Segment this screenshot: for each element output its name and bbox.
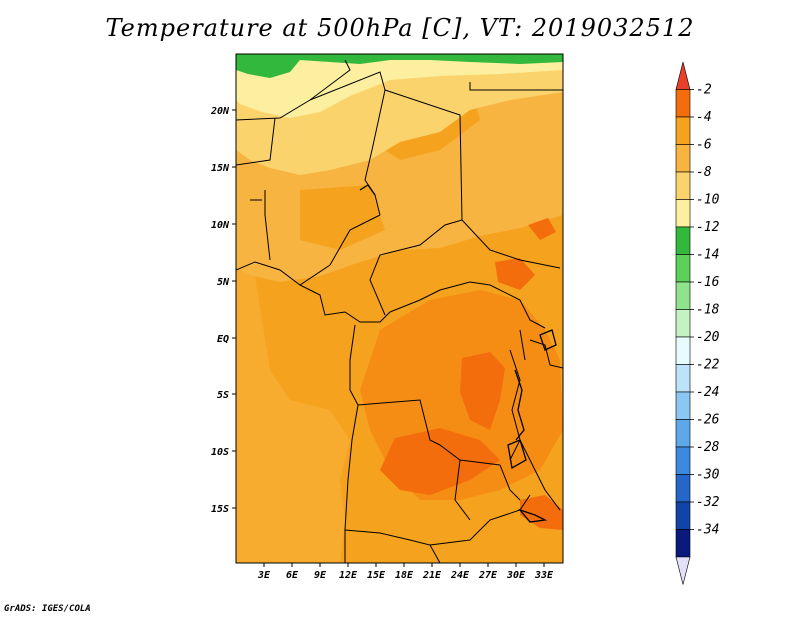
colorbar-label: -2 xyxy=(696,83,712,98)
grads-credit: GrADS: IGES/COLA xyxy=(4,604,91,614)
colorbar-swatch xyxy=(675,364,691,393)
colorbar-label: -30 xyxy=(696,468,720,483)
colorbar-label: -16 xyxy=(696,275,720,290)
lon-label: 3E xyxy=(257,570,271,581)
colorbar-label: -32 xyxy=(696,495,720,510)
field-hotspot-5 xyxy=(528,218,556,240)
field-band-minus12 xyxy=(236,54,563,118)
colorbar-label: -10 xyxy=(696,193,720,208)
lon-label: 12E xyxy=(339,570,358,581)
field-patch-minus6-b xyxy=(300,185,385,250)
lon-label: 27E xyxy=(478,570,498,581)
colorbar-label: -18 xyxy=(696,303,720,318)
lat-label: EQ xyxy=(217,334,229,345)
lon-label: 6E xyxy=(286,570,299,581)
map-frame xyxy=(235,53,564,564)
colorbar-label: -24 xyxy=(696,385,719,400)
colorbar-label: -28 xyxy=(696,440,720,455)
colorbar-bottom-arrow xyxy=(675,556,691,585)
chart-title: Temperature at 500hPa [C], VT: 201903251… xyxy=(105,14,695,42)
colorbar-swatch xyxy=(675,144,691,173)
lon-label: 33E xyxy=(534,570,554,581)
colorbar-label: -14 xyxy=(696,248,719,263)
colorbar-swatch xyxy=(675,419,691,448)
field-hotspot-1 xyxy=(460,352,505,430)
colorbar-swatch xyxy=(675,199,691,228)
colorbar-label: -4 xyxy=(696,110,712,125)
lat-label: 5S xyxy=(217,390,229,401)
colorbar-swatch xyxy=(675,254,691,283)
colorbar-swatch xyxy=(675,474,691,503)
lon-label: 15E xyxy=(367,570,386,581)
colorbar-swatch xyxy=(675,501,691,530)
colorbar-swatch xyxy=(675,171,691,200)
colorbar-swatch xyxy=(675,226,691,255)
lat-label: 15S xyxy=(211,504,229,515)
lat-tick-labels: 20N 15N 10N 5N EQ 5S 10S 15S xyxy=(210,106,230,515)
colorbar-swatch xyxy=(675,529,691,558)
lon-label: 30E xyxy=(506,570,526,581)
colorbar-label: -20 xyxy=(696,330,720,345)
lat-label: 20N xyxy=(210,106,230,117)
lon-label: 18E xyxy=(395,570,414,581)
colorbar-swatch xyxy=(675,336,691,365)
colorbar-swatch xyxy=(675,391,691,420)
lat-label: 15N xyxy=(211,163,230,174)
lakes-outline xyxy=(359,184,557,523)
lon-label: 21E xyxy=(422,570,442,581)
colorbar-label: -34 xyxy=(696,523,719,538)
field-west-lighter xyxy=(236,268,350,563)
lon-label: 9E xyxy=(314,570,327,581)
tick-marks xyxy=(232,109,545,567)
lat-label: 10S xyxy=(211,447,229,458)
colorbar-swatch xyxy=(675,116,691,145)
colorbar-swatch xyxy=(675,309,691,338)
colorbar-label: -6 xyxy=(696,138,712,153)
colorbar-label: -22 xyxy=(696,358,720,373)
colorbar-label: -8 xyxy=(696,165,712,180)
field-band-minus14 xyxy=(236,54,563,78)
lat-label: 5N xyxy=(217,277,230,288)
colorbar-swatch xyxy=(675,446,691,475)
colorbar-label: -12 xyxy=(696,220,720,235)
colorbar-swatch xyxy=(675,89,691,118)
colorbar-swatch xyxy=(675,281,691,310)
lon-tick-labels: 3E 6E 9E 12E 15E 18E 21E 24E 27E 30E 33E xyxy=(257,570,554,581)
colorbar-top-arrow xyxy=(675,61,691,90)
lat-label: 10N xyxy=(211,220,230,231)
colorbar-label: -26 xyxy=(696,413,720,428)
field-hotspot-2 xyxy=(380,428,500,495)
country-borders xyxy=(236,59,563,563)
temperature-field xyxy=(236,54,563,563)
colorbar: -2 -4 -6 -8 -10 -12 -14 -16 -18 -20 -22 -24 -26 -28 -3… xyxy=(675,61,720,585)
lon-label: 24E xyxy=(450,570,470,581)
field-hotspot-3 xyxy=(495,258,535,290)
